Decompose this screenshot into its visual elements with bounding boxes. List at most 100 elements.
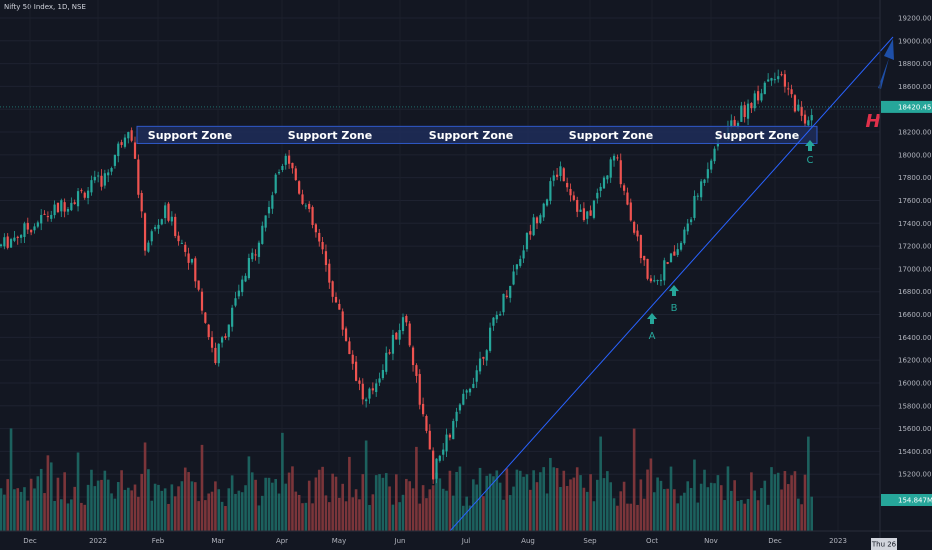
candle-body — [355, 361, 358, 381]
volume-bar — [418, 503, 422, 531]
volume-bar — [338, 497, 341, 531]
volume-bar — [549, 457, 552, 531]
candle-body — [743, 105, 746, 117]
volume-bar — [348, 456, 351, 531]
candle-body — [331, 281, 334, 297]
volume-bar — [200, 444, 204, 531]
candle-body — [626, 192, 629, 205]
volume-bar — [441, 488, 445, 531]
candle-body — [200, 291, 204, 311]
volume-bar — [214, 481, 217, 531]
candle-body — [261, 225, 264, 244]
volume-bar — [240, 492, 244, 531]
volume-bar — [676, 503, 679, 531]
y-tick-label: 16400.00 — [898, 334, 931, 342]
volume-bar — [116, 482, 120, 531]
volume-bar — [495, 470, 499, 531]
candle-body — [288, 155, 291, 164]
volume-bar — [281, 432, 284, 531]
volume-bar — [730, 490, 733, 531]
candle-body — [190, 258, 194, 263]
candle-body — [194, 258, 197, 282]
volume-bar — [421, 485, 425, 531]
volume-bar — [317, 469, 321, 531]
candle-body — [686, 223, 689, 232]
candle-body — [388, 352, 391, 354]
volume-bar — [60, 499, 63, 531]
candle-body — [693, 195, 696, 218]
candle-body — [495, 314, 498, 320]
volume-bar — [93, 486, 97, 531]
candle-body — [803, 114, 807, 124]
candle-body — [602, 177, 606, 189]
volume-bar — [33, 488, 36, 531]
volume-bar — [626, 503, 629, 531]
volume-bar — [602, 478, 606, 531]
candle-body — [810, 115, 813, 121]
volume-bar — [646, 469, 649, 531]
x-tick-label: Apr — [276, 537, 288, 545]
volume-bar — [157, 484, 160, 531]
candle-body — [445, 434, 448, 452]
candle-body — [100, 175, 103, 187]
volume-bar — [488, 473, 492, 531]
candle-body — [16, 236, 19, 239]
volume-bar — [539, 472, 542, 531]
x-tick-label: Dec — [768, 537, 782, 545]
volume-bar — [726, 466, 730, 531]
volume-bar — [740, 499, 743, 531]
volume-bar — [264, 477, 267, 531]
candle-body — [247, 257, 250, 279]
volume-bar — [401, 494, 405, 531]
annotation-label: B — [671, 303, 678, 314]
candle-body — [137, 159, 140, 195]
candle-body — [140, 192, 143, 212]
candle-body — [619, 160, 622, 185]
volume-bar — [800, 504, 803, 531]
candle-body — [475, 370, 478, 382]
volume-bar — [632, 428, 636, 531]
candle-body — [13, 237, 16, 241]
volume-bar — [13, 489, 16, 531]
candle-body — [505, 295, 508, 297]
candle-body — [63, 202, 66, 212]
candle-body — [321, 241, 324, 250]
volume-bar — [287, 472, 291, 531]
volume-bar — [542, 467, 545, 531]
volume-bar — [428, 489, 432, 531]
candle-body — [663, 260, 666, 281]
candle-body — [133, 142, 137, 159]
candle-body — [291, 162, 294, 169]
volume-bar — [696, 502, 700, 531]
volume-bar — [100, 479, 103, 531]
volume-bar — [160, 490, 164, 531]
candle-body — [56, 202, 60, 213]
candle-body — [482, 356, 485, 359]
y-tick-label: 17200.00 — [898, 243, 931, 251]
candle-body — [529, 231, 532, 235]
candle-body — [50, 214, 53, 219]
volume-bar — [736, 501, 740, 531]
time-axis[interactable]: Dec 2022 Feb Mar Apr May Jun Jul Aug Sep Oct Nov Dec… — [0, 530, 932, 550]
volume-bar — [679, 495, 683, 531]
volume-bar — [713, 483, 716, 531]
volume-bar — [194, 482, 197, 531]
x-tick-label: Jun — [394, 537, 406, 545]
candle-body — [703, 179, 706, 184]
grid — [0, 17, 880, 498]
candle-body — [509, 285, 512, 298]
x-tick-label: 2023 — [829, 537, 847, 545]
volume-bar — [110, 493, 113, 531]
volume-bar — [321, 466, 324, 531]
candle-body — [20, 235, 23, 238]
volume-bar — [277, 493, 281, 531]
volume-bar — [706, 487, 710, 531]
price-axis[interactable]: 19200.0019000.0018800.0018600.0018400.00… — [879, 0, 932, 550]
y-tick-label: 18600.00 — [898, 83, 931, 91]
candle-body — [30, 229, 33, 233]
candle-body — [706, 169, 709, 179]
candle-body — [649, 278, 652, 282]
volume-bar — [391, 504, 395, 531]
volume-bar — [582, 487, 586, 531]
